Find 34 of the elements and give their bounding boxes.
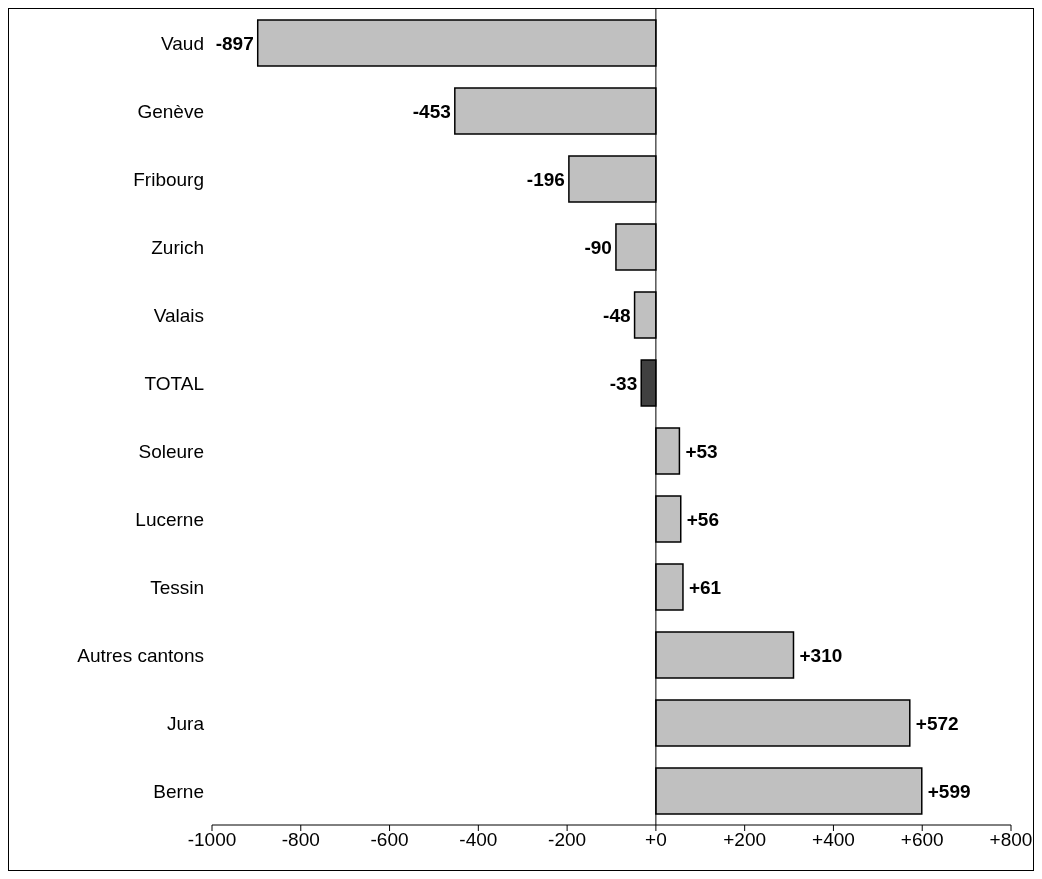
y-tick-label: Tessin (150, 576, 204, 598)
data-label: +310 (799, 644, 843, 666)
x-tick-label: +800 (989, 829, 1033, 851)
data-label: -48 (603, 304, 631, 326)
data-label: -90 (584, 236, 612, 258)
x-tick-label: -800 (281, 829, 320, 851)
data-label: +572 (915, 712, 959, 734)
y-tick-label: Lucerne (135, 508, 204, 530)
y-tick-label: Zurich (151, 236, 204, 258)
y-tick-label: Genève (137, 100, 204, 122)
data-label: -196 (526, 168, 565, 190)
x-tick-label: +600 (900, 829, 944, 851)
data-label: +56 (686, 508, 719, 530)
y-tick-label: Berne (153, 780, 204, 802)
data-label: -897 (215, 32, 254, 54)
data-label: +61 (688, 576, 722, 598)
y-tick-label: TOTAL (144, 372, 204, 394)
y-tick-label: Soleure (138, 440, 204, 462)
data-label: -33 (609, 372, 638, 394)
y-tick-label: Autres cantons (77, 644, 204, 666)
x-tick-label: -600 (370, 829, 409, 851)
x-tick-label: +400 (812, 829, 855, 851)
y-tick-label: Vaud (161, 32, 204, 54)
x-tick-label: -400 (459, 829, 498, 851)
x-tick-label: +0 (645, 829, 667, 851)
x-tick-label: -1000 (187, 829, 237, 851)
data-label: +599 (927, 780, 971, 802)
x-tick-label: -200 (548, 829, 587, 851)
y-tick-label: Fribourg (133, 168, 204, 190)
y-tick-label: Jura (167, 712, 205, 734)
data-label: -453 (412, 100, 451, 122)
y-tick-label: Valais (153, 304, 204, 326)
data-label: +53 (685, 440, 718, 462)
x-tick-label: +200 (723, 829, 767, 851)
